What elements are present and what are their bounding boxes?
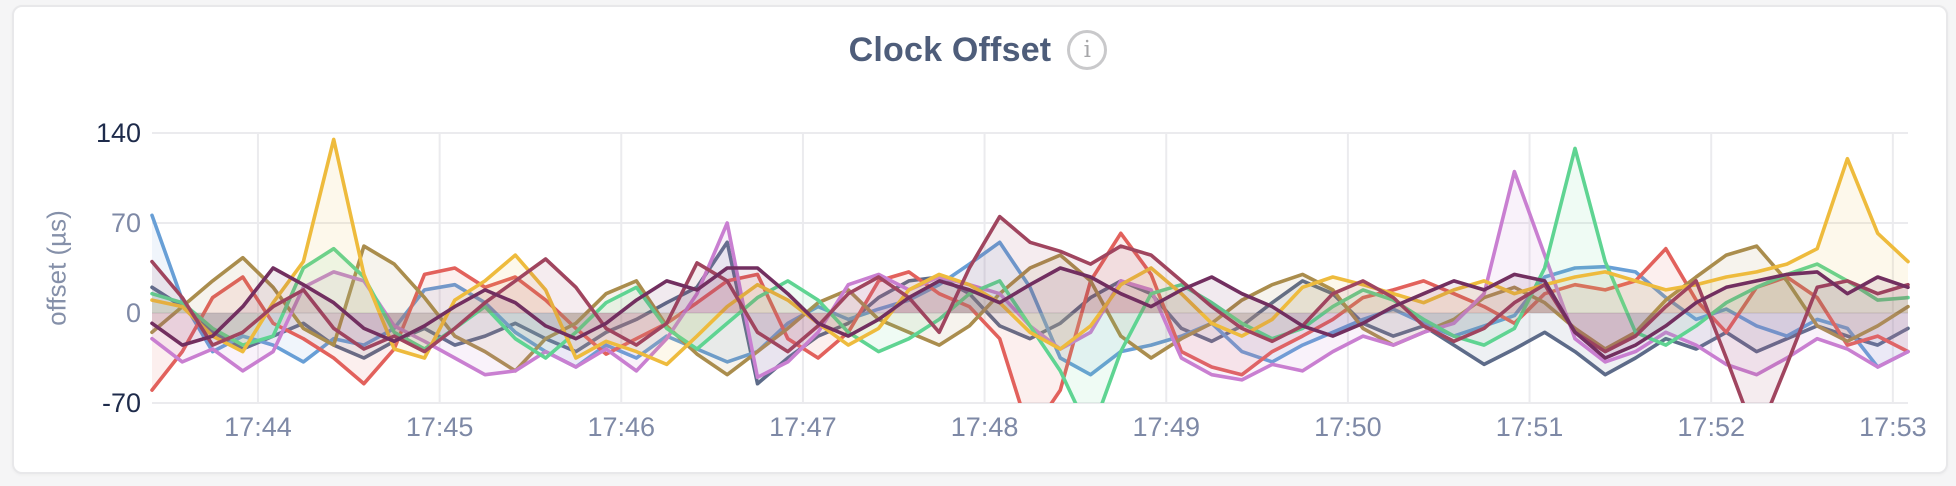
- info-icon-glyph: i: [1083, 36, 1091, 63]
- series-7-gold-area: [152, 139, 1908, 365]
- series-9-purple-line: [150, 266, 1910, 360]
- series-3-red-area: [152, 233, 1908, 403]
- series-lines: [150, 137, 1910, 403]
- series-1-slate-line: [150, 240, 1910, 386]
- series-9-purple-area: [152, 268, 1908, 358]
- series-2-blue-area: [152, 215, 1908, 375]
- series-5-orchid-area: [152, 171, 1908, 380]
- chart-header: Clock Offset i: [0, 30, 1956, 70]
- series-7-gold-line: [150, 137, 1910, 367]
- chart-card: [12, 5, 1948, 474]
- chart-title: Clock Offset: [848, 30, 1052, 69]
- series-1-slate-area: [152, 242, 1908, 384]
- info-icon[interactable]: i: [1067, 30, 1108, 70]
- series-4-olive-area: [152, 246, 1908, 375]
- series-8-maroon-line: [150, 214, 1910, 403]
- series-8-maroon-area: [152, 216, 1908, 403]
- series-2-blue-line: [150, 213, 1910, 377]
